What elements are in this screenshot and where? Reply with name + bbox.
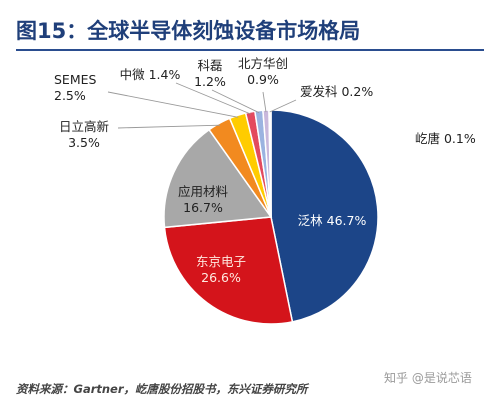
watermark: 知乎 @是说芯语 (384, 370, 472, 385)
slice-label-4: 日立高新 3.5% (59, 119, 109, 150)
source-note: 资料来源：Gartner，屹唐股份招股书，东兴证券研究所 (16, 382, 310, 396)
slice-label-6: 中微 1.4% (120, 67, 181, 82)
leader-line-8 (262, 91, 267, 113)
slice-label-5: SEMES 2.5% (54, 72, 97, 103)
slice-label-8: 北方华创 0.9% (238, 56, 288, 87)
slice-label-2: 东京电子 26.6% (196, 254, 246, 285)
slice-label-10: 屹唐 0.1% (415, 131, 476, 146)
leader-line-5 (107, 91, 239, 118)
title-rule (16, 49, 484, 51)
slice-label-3: 应用材料 16.7% (178, 184, 229, 215)
leader-lines (107, 82, 297, 129)
leader-line-6 (175, 82, 251, 115)
pie-slice-10 (269, 109, 272, 218)
slice-labels: 泛林 46.7% 东京电子 26.6% 应用材料 16.7% 日立高新 3.5% SEMES 2… (54, 56, 476, 285)
pie-slices (163, 109, 379, 325)
leader-line-9 (269, 99, 297, 113)
leader-line-4 (117, 124, 221, 129)
slice-label-9: 爱发科 0.2% (300, 84, 373, 99)
pie-slice-2 (163, 216, 294, 325)
slice-label-7: 科磊 1.2% (194, 58, 226, 89)
chart-title: 图15：全球半导体刻蚀设备市场格局 (16, 19, 360, 43)
pie-slice-1 (270, 109, 379, 323)
pie-slice-3 (163, 128, 273, 229)
slice-label-1: 泛林 46.7% (298, 213, 367, 228)
leader-line-7 (211, 89, 260, 114)
